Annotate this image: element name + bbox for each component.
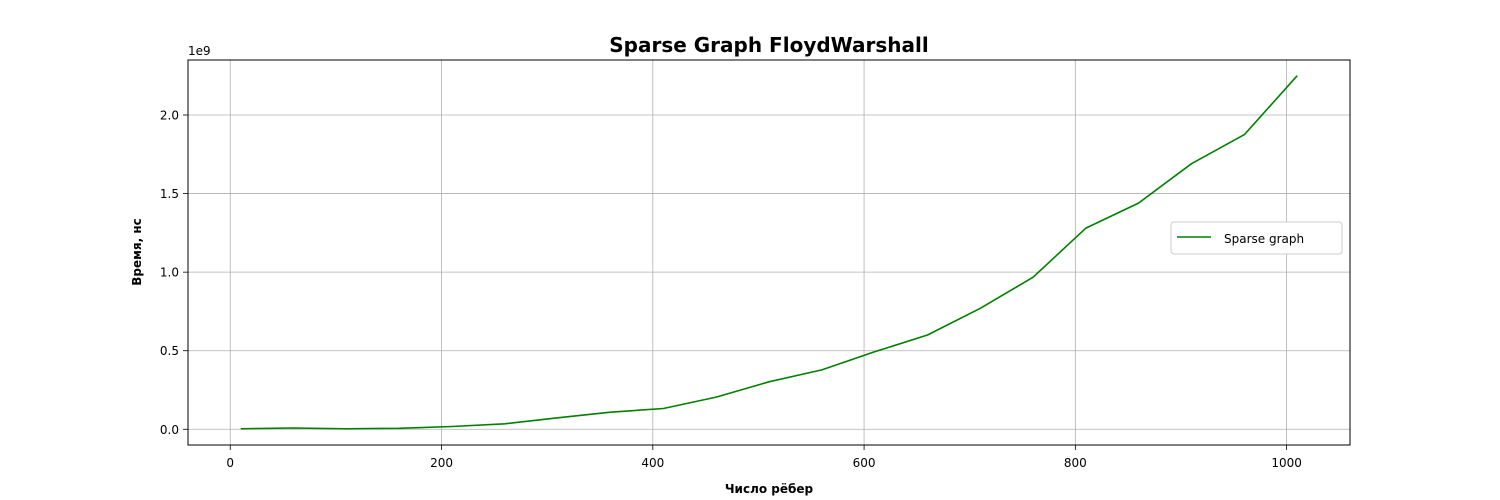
y-axis: 0.0 0.5 1.0 1.5 2.0 [160, 109, 188, 437]
y-offset-label: 1e9 [188, 44, 211, 58]
x-axis-label: Число рёбер [725, 482, 814, 496]
x-tick-label: 600 [853, 456, 876, 470]
legend: Sparse graph [1170, 221, 1343, 255]
y-tick-label: 1.0 [160, 266, 179, 280]
series-line-sparse-graph [240, 75, 1298, 430]
x-tick-label: 1000 [1271, 456, 1302, 470]
y-tick-label: 0.5 [160, 344, 179, 358]
y-tick-label: 0.0 [160, 423, 179, 437]
x-tick-label: 200 [430, 456, 453, 470]
x-axis: 0 200 400 600 800 1000 [226, 445, 1302, 470]
y-tick-label: 1.5 [160, 187, 179, 201]
chart-title: Sparse Graph FloydWarshall [609, 33, 928, 57]
x-tick-label: 0 [226, 456, 234, 470]
y-axis-label: Время, нс [130, 218, 144, 286]
x-tick-label: 800 [1064, 456, 1087, 470]
plot-area [187, 59, 1351, 446]
x-tick-label: 400 [641, 456, 664, 470]
legend-label-sparse-graph: Sparse graph [1224, 232, 1304, 246]
legend-box [1170, 221, 1343, 255]
y-tick-label: 2.0 [160, 109, 179, 123]
series-layer [240, 75, 1298, 430]
